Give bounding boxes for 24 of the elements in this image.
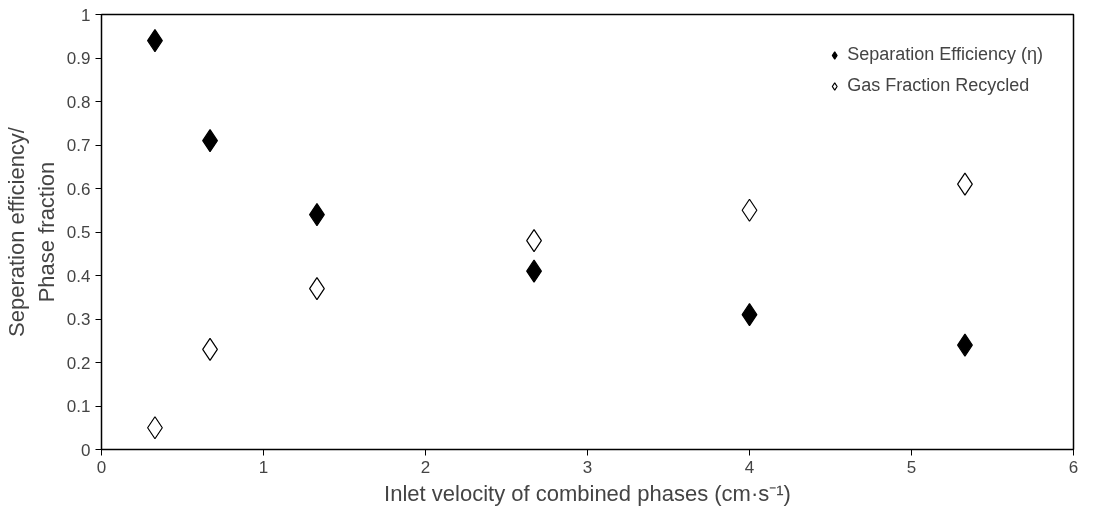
x-tick-label: 0 [96,457,107,477]
point [741,198,758,222]
y-axis-title: Seperation efficiency/ Phase fraction [3,126,59,337]
x-tick-label: 6 [1068,457,1079,477]
y-tick-label: 0.9 [66,49,91,68]
y-tick-label: 0.7 [66,136,91,155]
x-tick-label: 4 [744,457,755,477]
point [741,303,758,327]
y-tick-label: 0.2 [66,353,91,373]
y-tick-label: 0.8 [66,92,91,112]
y-tick-label: 0.4 [66,266,91,286]
y-tick-label: 0.1 [66,397,91,416]
legend-label: Separation Efficiency (η) [847,44,1043,65]
y-tick-label: 0.6 [66,179,91,199]
x-axis-title: Inlet velocity of combined phases (cm·s⁻¹) [384,480,791,506]
x-tick-label: 3 [582,457,593,477]
y-tick-label: 0 [81,440,91,460]
y-tick-label: 0.3 [66,310,91,329]
x-tick-label: 5 [906,457,917,477]
y-tick-label: 1 [81,5,91,25]
x-tick-label: 1 [258,457,269,477]
legend-label: Gas Fraction Recycled [847,75,1030,96]
x-tick-label: 2 [420,457,431,477]
y-tick-label: 0.5 [66,223,91,242]
